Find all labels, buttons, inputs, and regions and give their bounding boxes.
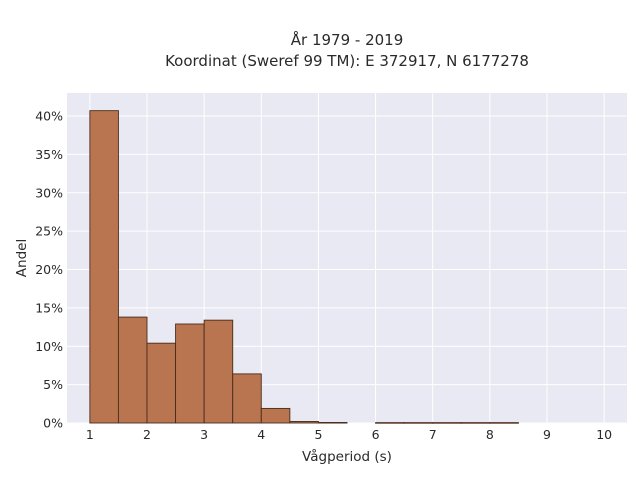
x-tick-label: 6 <box>372 427 380 442</box>
histogram-bar <box>203 319 234 424</box>
x-axis-ticks: 1 2 3 4 5 6 7 8 9 10 <box>86 427 612 442</box>
histogram-bar <box>232 373 262 424</box>
y-tick-label: 15% <box>35 300 63 315</box>
y-tick-label: 25% <box>35 224 63 239</box>
histogram-bar <box>375 422 405 424</box>
histogram-bar <box>403 422 434 424</box>
histogram-bars <box>89 110 519 424</box>
x-tick-label: 9 <box>543 427 551 442</box>
y-tick-label: 10% <box>35 339 63 354</box>
y-tick-label: 0% <box>43 416 63 431</box>
y-axis-ticks: 0% 5% 10% 15% 20% 25% 30% 35% 40% <box>35 109 63 431</box>
histogram-bar <box>146 342 177 424</box>
histogram-bar <box>89 110 119 424</box>
histogram-bar <box>175 323 205 424</box>
histogram-bar <box>260 407 291 424</box>
x-tick-label: 4 <box>257 427 265 442</box>
chart-title: År 1979 - 2019 <box>291 30 404 49</box>
x-tick-label: 1 <box>86 427 94 442</box>
histogram-bar <box>289 421 319 424</box>
histogram-bar <box>432 422 462 424</box>
histogram-bar <box>460 422 491 424</box>
x-axis-label: Vågperiod (s) <box>302 448 392 465</box>
y-tick-label: 35% <box>35 147 63 162</box>
y-axis-label: Andel <box>14 239 30 277</box>
histogram-bar <box>117 316 148 424</box>
chart-subtitle: Koordinat (Sweref 99 TM): E 372917, N 61… <box>165 52 529 70</box>
y-tick-label: 20% <box>35 262 63 277</box>
x-tick-label: 8 <box>486 427 494 442</box>
x-tick-label: 7 <box>429 427 437 442</box>
y-tick-label: 40% <box>35 109 63 124</box>
x-tick-label: 10 <box>596 427 612 442</box>
x-tick-label: 5 <box>314 427 322 442</box>
histogram-bar <box>317 422 348 424</box>
y-tick-label: 30% <box>35 185 63 200</box>
histogram-bar <box>489 422 519 424</box>
x-tick-label: 2 <box>143 427 151 442</box>
x-tick-label: 3 <box>200 427 208 442</box>
y-tick-label: 5% <box>43 377 63 392</box>
